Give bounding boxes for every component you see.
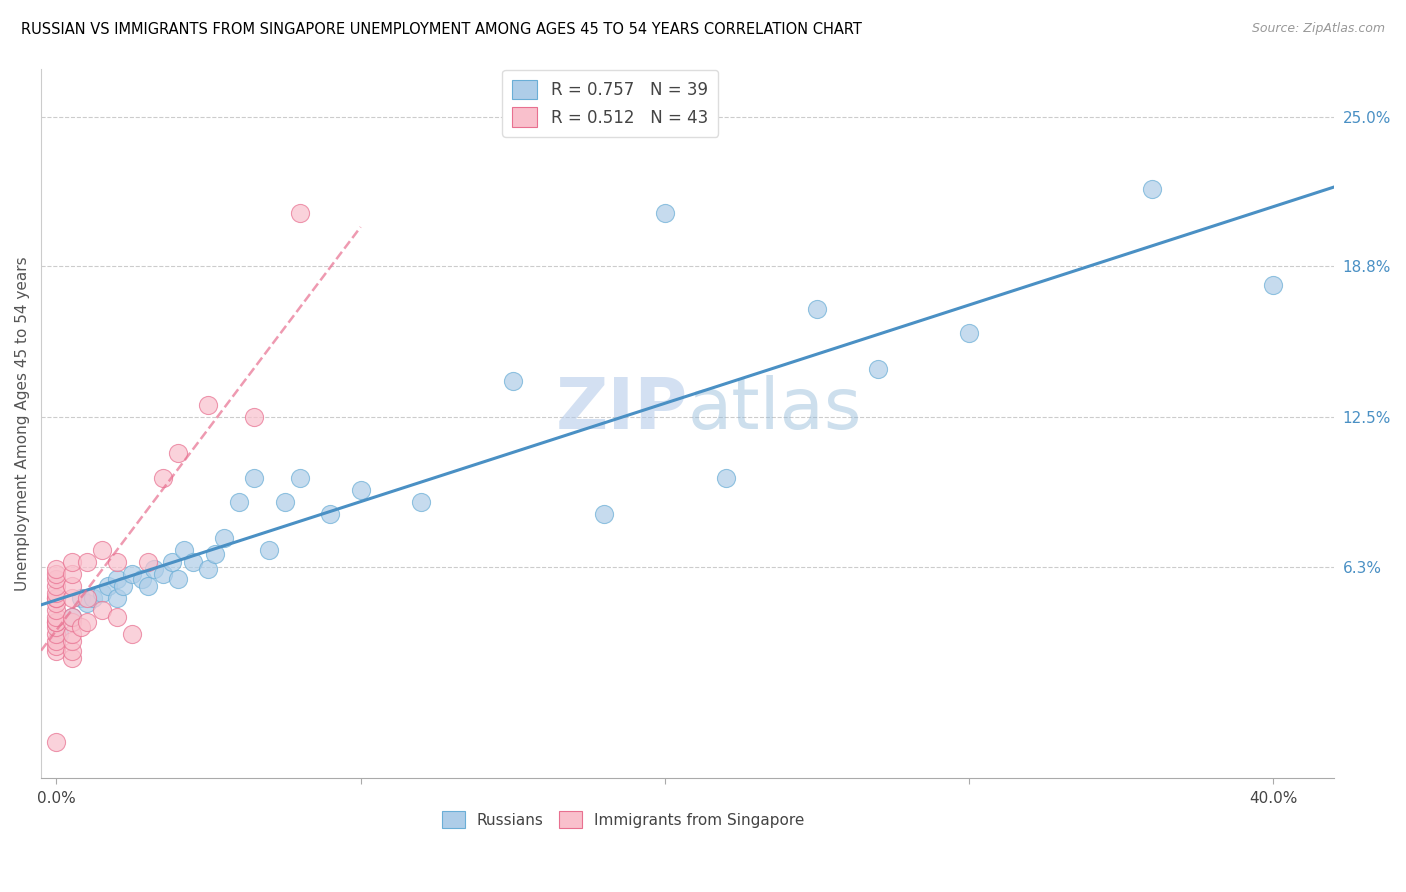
Point	[411, 494, 433, 508]
Point	[91, 603, 114, 617]
Point	[45, 603, 67, 617]
Point	[142, 562, 165, 576]
Point	[502, 374, 524, 388]
Point	[112, 579, 135, 593]
Point	[60, 615, 83, 629]
Point	[152, 566, 174, 581]
Point	[121, 627, 143, 641]
Point	[349, 483, 371, 497]
Point	[181, 555, 204, 569]
Point	[197, 562, 219, 576]
Point	[60, 610, 83, 624]
Point	[152, 470, 174, 484]
Point	[714, 470, 737, 484]
Text: Source: ZipAtlas.com: Source: ZipAtlas.com	[1251, 22, 1385, 36]
Point	[60, 566, 83, 581]
Text: ZIP: ZIP	[555, 375, 688, 443]
Point	[167, 446, 190, 460]
Point	[243, 470, 266, 484]
Point	[91, 586, 114, 600]
Point	[45, 591, 67, 605]
Point	[60, 555, 83, 569]
Point	[45, 634, 67, 648]
Point	[136, 579, 159, 593]
Point	[45, 735, 67, 749]
Point	[45, 579, 67, 593]
Point	[45, 610, 67, 624]
Point	[197, 398, 219, 412]
Point	[91, 542, 114, 557]
Point	[60, 644, 83, 658]
Point	[45, 596, 67, 610]
Point	[204, 548, 226, 562]
Point	[866, 362, 889, 376]
Point	[288, 470, 311, 484]
Point	[45, 639, 67, 653]
Point	[60, 651, 83, 665]
Point	[160, 555, 183, 569]
Point	[76, 615, 98, 629]
Point	[45, 572, 67, 586]
Point	[45, 586, 67, 600]
Point	[105, 555, 128, 569]
Point	[288, 206, 311, 220]
Point	[259, 542, 281, 557]
Point	[45, 627, 67, 641]
Point	[69, 591, 91, 605]
Point	[76, 555, 98, 569]
Point	[121, 566, 143, 581]
Point	[45, 566, 67, 581]
Point	[45, 620, 67, 634]
Point	[60, 591, 83, 605]
Point	[243, 410, 266, 425]
Point	[82, 591, 104, 605]
Point	[131, 572, 153, 586]
Point	[228, 494, 250, 508]
Point	[60, 610, 83, 624]
Point	[1140, 182, 1163, 196]
Point	[69, 620, 91, 634]
Y-axis label: Unemployment Among Ages 45 to 54 years: Unemployment Among Ages 45 to 54 years	[15, 256, 30, 591]
Point	[97, 579, 120, 593]
Point	[45, 591, 67, 605]
Point	[45, 615, 67, 629]
Point	[60, 634, 83, 648]
Point	[45, 644, 67, 658]
Point	[48, 627, 70, 641]
Point	[45, 615, 67, 629]
Text: atlas: atlas	[688, 375, 862, 443]
Point	[273, 494, 295, 508]
Point	[45, 562, 67, 576]
Point	[319, 507, 342, 521]
Point	[105, 610, 128, 624]
Point	[76, 596, 98, 610]
Text: RUSSIAN VS IMMIGRANTS FROM SINGAPORE UNEMPLOYMENT AMONG AGES 45 TO 54 YEARS CORR: RUSSIAN VS IMMIGRANTS FROM SINGAPORE UNE…	[21, 22, 862, 37]
Point	[806, 302, 828, 317]
Point	[654, 206, 676, 220]
Point	[136, 555, 159, 569]
Point	[60, 579, 83, 593]
Point	[173, 542, 195, 557]
Point	[957, 326, 980, 340]
Point	[76, 591, 98, 605]
Point	[167, 572, 190, 586]
Point	[1263, 278, 1285, 293]
Point	[212, 531, 235, 545]
Legend: Russians, Immigrants from Singapore: Russians, Immigrants from Singapore	[436, 805, 810, 834]
Point	[105, 572, 128, 586]
Point	[60, 627, 83, 641]
Point	[593, 507, 616, 521]
Point	[105, 591, 128, 605]
